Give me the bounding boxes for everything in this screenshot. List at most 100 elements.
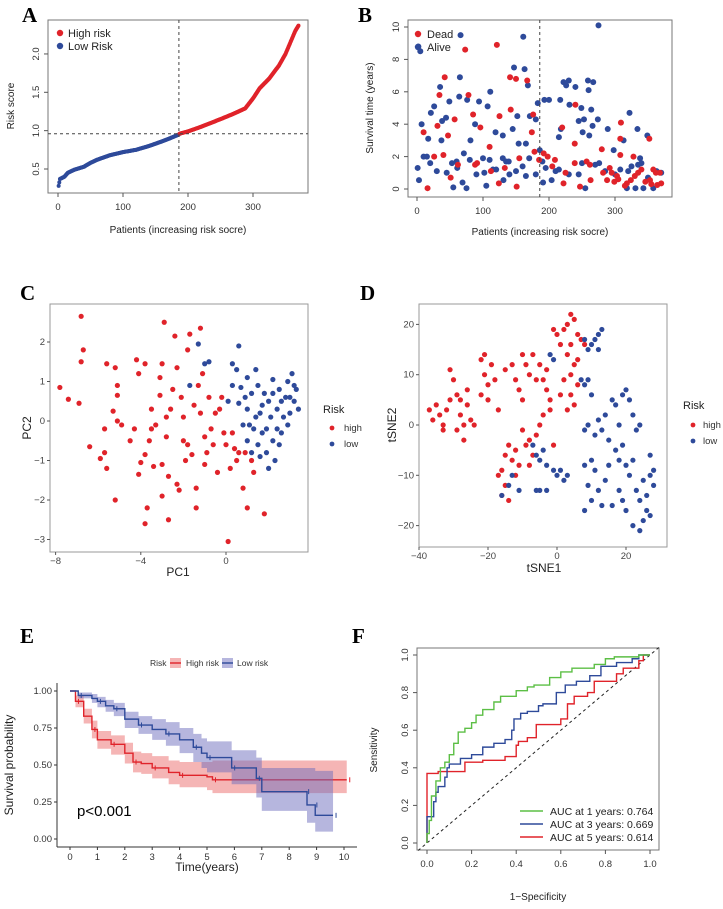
panel-d-point-low xyxy=(637,497,643,504)
panel-d-point-high xyxy=(582,341,588,348)
panel-b-point-dead xyxy=(536,156,543,163)
panel-c-point-high xyxy=(240,485,246,491)
panel-c-point-low xyxy=(278,430,284,436)
panel-d-point-high xyxy=(533,432,539,438)
panel-d-point-high xyxy=(461,437,467,443)
panel-d-point-low xyxy=(592,432,598,438)
panel-d-point-low xyxy=(609,397,615,403)
panel-b-point-alive xyxy=(532,171,539,178)
panel-d-point-low xyxy=(561,477,567,483)
panel-d-legend-high: high xyxy=(703,420,721,431)
panel-c-point-high xyxy=(114,392,120,398)
panel-d-point-high xyxy=(547,407,553,413)
panel-b-point-dead xyxy=(559,124,566,131)
panel-d-point-low xyxy=(530,442,536,448)
panel-d-point-low xyxy=(585,377,591,383)
panel-d-point-low xyxy=(633,487,639,493)
panel-d-point-high xyxy=(544,367,550,373)
panel-d-point-high xyxy=(550,326,557,333)
panel-d-point-low xyxy=(537,457,543,463)
panel-d-point-high xyxy=(499,467,505,473)
panel-d-point-high xyxy=(485,397,491,403)
panel-d-point-low xyxy=(554,472,560,478)
panel-d-point-low xyxy=(619,392,626,398)
panel-b-xtick-label: 0 xyxy=(414,206,419,217)
panel-d-xtick-label: 20 xyxy=(621,551,632,562)
panel-d-point-high xyxy=(519,427,526,433)
panel-b-point-alive xyxy=(415,177,422,184)
panel-d-point-low xyxy=(647,472,653,478)
panel-d-point-low xyxy=(533,452,539,458)
panel-b-point-alive xyxy=(628,163,635,170)
panel-b-point-alive xyxy=(506,171,513,178)
panel-d-point-low xyxy=(582,507,588,514)
panel-b-point-alive xyxy=(578,105,585,111)
panel-b-point-dead xyxy=(571,160,578,167)
panel-d-point-high xyxy=(509,362,515,368)
panel-c-point-low xyxy=(285,378,291,385)
panel-b-point-dead xyxy=(562,169,569,176)
panel-b-point-alive xyxy=(572,83,579,90)
panel-b-point-alive xyxy=(635,161,642,168)
panel-c-point-low xyxy=(293,386,299,392)
panel-c-ytick-label: −2 xyxy=(34,495,45,506)
panel-b-point-alive xyxy=(509,126,516,133)
panel-b-point-dead xyxy=(549,163,556,170)
panel-b-point-alive xyxy=(476,98,483,105)
panel-b-point-dead xyxy=(472,161,479,168)
panel-b-point-dead xyxy=(524,77,531,84)
panel-c-point-high xyxy=(114,382,120,389)
panel-d-point-low xyxy=(623,507,629,514)
panel-d-point-low xyxy=(623,387,629,393)
panel-d-point-high xyxy=(457,397,463,403)
panel-b-point-alive xyxy=(536,147,543,154)
panel-e-xtick-label: 4 xyxy=(177,852,182,863)
panel-c-point-low xyxy=(263,426,270,432)
panel-b-point-alive xyxy=(604,126,611,133)
panel-c-legend-high-marker xyxy=(329,425,335,431)
panel-d-point-high xyxy=(526,462,533,468)
panel-b-ytick-label: 4 xyxy=(391,122,402,127)
panel-c-point-low xyxy=(285,422,291,428)
panel-d-point-high xyxy=(447,367,453,373)
panel-e-km-curve-high-risk xyxy=(70,690,347,781)
panel-c-point-low xyxy=(236,343,242,349)
panel-d-point-high xyxy=(550,442,557,448)
panel-d-point-low xyxy=(509,472,515,478)
panel-c-point-high xyxy=(242,450,248,456)
panel-b-point-alive xyxy=(450,184,457,191)
panel-d-point-high xyxy=(554,331,560,338)
panel-d-plot-frame xyxy=(418,303,668,548)
panel-b-point-alive xyxy=(585,87,592,94)
panel-f-legend-3yr: AUC at 3 years: 0.669 xyxy=(550,819,653,831)
panel-d-xtick-label: 0 xyxy=(554,551,559,562)
panel-d-point-high xyxy=(575,357,581,363)
panel-a-legend-high-marker xyxy=(56,29,64,37)
panel-b-point-alive xyxy=(522,140,529,147)
panel-d-point-low xyxy=(595,417,602,423)
panel-d-point-high xyxy=(481,351,488,358)
panel-c-point-high xyxy=(80,347,86,353)
panel-d-point-high xyxy=(506,497,512,504)
panel-b-point-dead xyxy=(507,74,514,81)
panel-b-point-alive xyxy=(484,103,491,110)
panel-c-point-high xyxy=(210,442,216,448)
panel-label-c: C xyxy=(20,281,35,305)
panel-b-point-alive xyxy=(586,132,593,139)
panel-c-point-low xyxy=(289,371,295,377)
panel-c-point-low xyxy=(253,367,259,373)
panel-b-point-alive xyxy=(448,160,455,167)
panel-b-point-dead xyxy=(477,124,484,131)
panel-b-point-dead xyxy=(493,41,500,48)
panel-b-ytick-label: 2 xyxy=(391,154,402,159)
panel-d-point-low xyxy=(544,487,550,493)
panel-f-legend-1yr: AUC at 1 years: 0.764 xyxy=(550,806,653,818)
panel-b-point-alive xyxy=(487,88,494,95)
panel-a-point-low-risk xyxy=(56,183,61,188)
panel-d-point-high xyxy=(471,422,477,428)
panel-c-point-high xyxy=(87,444,93,450)
panel-b-point-alive xyxy=(472,121,479,128)
panel-c-point-low xyxy=(272,457,278,464)
panel-label-f: F xyxy=(352,624,365,648)
panel-c-point-high xyxy=(212,410,218,416)
